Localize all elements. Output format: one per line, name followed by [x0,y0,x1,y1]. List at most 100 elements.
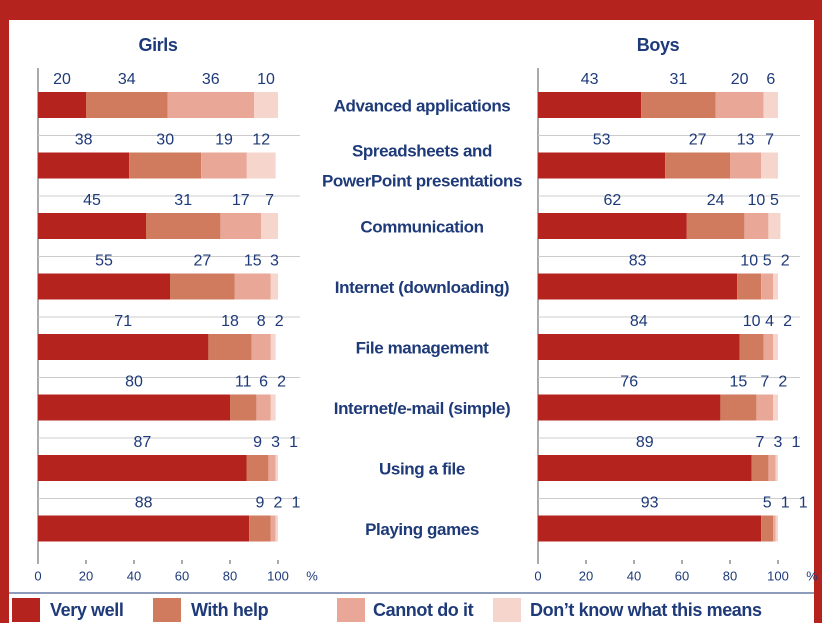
bar-segment [538,273,738,300]
bar-segment [761,273,774,300]
legend-swatch [12,598,40,622]
value-label: 6 [259,374,268,391]
value-label: 1 [289,434,298,451]
bar-segment [246,152,276,179]
x-tick-label: 0 [34,568,41,583]
bar-segment [251,334,271,360]
panel-title: Boys [637,35,680,55]
bar-segment [538,394,721,421]
bar-segment [201,152,247,179]
value-label: 7 [765,132,774,149]
bar-segment [773,515,776,542]
bar-segment [768,455,776,481]
value-label: 2 [277,374,286,391]
bar-segment [538,92,642,118]
value-label: 18 [221,313,239,330]
bar-segment [775,515,778,542]
value-label: 31 [670,71,688,88]
bar-segment [761,515,774,542]
value-label: 1 [792,434,801,451]
value-label: 1 [781,495,790,512]
bar-segment [256,394,271,421]
value-label: 3 [271,434,280,451]
bar-segment [744,213,769,239]
value-label: 89 [636,434,654,451]
bar-segment [751,455,769,481]
value-label: 27 [194,253,212,270]
x-tick-label: 60 [675,568,689,583]
x-tick-label: 80 [223,568,237,583]
value-label: 19 [215,132,233,149]
bar-segment [686,213,745,239]
category-label: Communication [360,217,483,236]
bar-segment [268,455,276,481]
value-label: 87 [134,434,152,451]
value-label: 38 [75,132,93,149]
x-tick-label: 0 [534,568,541,583]
value-label: 20 [731,71,749,88]
bar-segment [234,273,271,300]
value-label: 71 [114,313,132,330]
bar-segment [538,515,762,542]
legend-swatch [153,598,181,622]
x-tick-label: 20 [79,568,93,583]
bar-segment [129,152,202,179]
value-label: 10 [748,192,766,209]
bar-segment [538,334,740,360]
bar-segment [146,213,221,239]
value-label: 2 [275,313,284,330]
value-label: 80 [125,374,143,391]
bar-segment [167,92,254,118]
value-label: 27 [689,132,707,149]
category-label: Internet/e-mail (simple) [334,399,511,418]
value-label: 31 [174,192,192,209]
value-label: 12 [252,132,270,149]
legend-swatch [493,598,521,622]
value-label: 83 [629,253,647,270]
category-label: File management [356,338,490,357]
bar-segment [170,273,235,300]
legend-label: Don’t know what this means [530,600,762,620]
value-label: 53 [593,132,611,149]
bar-segment [720,394,757,421]
value-label: 1 [292,495,301,512]
value-label: 2 [274,495,283,512]
value-label: 10 [743,313,761,330]
bar-segment [246,455,269,481]
x-tick-label: 40 [127,568,141,583]
bar-segment [775,455,778,481]
bar-segment [773,334,778,360]
bar-segment [249,515,271,542]
bar-segment [768,213,781,239]
bar-segment [38,455,247,481]
bar-segment [220,213,262,239]
value-label: 62 [604,192,622,209]
value-label: 5 [770,192,779,209]
bar-segment [773,394,778,421]
bar-segment [38,92,86,118]
value-label: 3 [774,434,783,451]
value-label: 88 [135,495,153,512]
bar-segment [756,394,774,421]
bar-segment [261,213,278,239]
value-label: 7 [760,374,769,391]
value-label: 10 [257,71,275,88]
value-label: 34 [118,71,136,88]
value-label: 24 [707,192,725,209]
bar-segment [275,455,278,481]
bar-segment [38,213,146,239]
value-label: 43 [581,71,599,88]
bar-segment [275,515,278,542]
bar-segment [715,92,764,118]
x-tick-label: 60 [175,568,189,583]
category-label: Advanced applications [334,96,511,115]
bar-segment [270,394,276,421]
x-tick-label: 100 [767,568,789,583]
x-tick-label: 80 [723,568,737,583]
value-label: 11 [235,374,252,391]
bar-segment [270,515,276,542]
category-label: Spreadsheets and PowerPoint presentations [322,142,522,191]
bar-segment [254,92,278,118]
value-label: 5 [763,253,772,270]
bar-segment [38,515,250,542]
